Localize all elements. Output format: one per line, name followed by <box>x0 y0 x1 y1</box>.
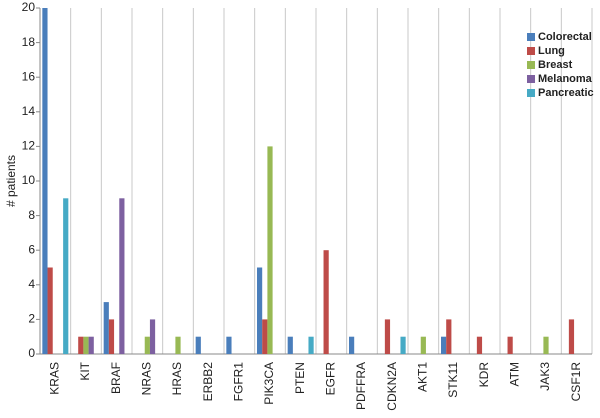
bar <box>149 319 156 354</box>
bar <box>400 336 406 354</box>
y-tick-label: 4 <box>28 277 35 291</box>
bar <box>257 267 263 354</box>
x-tick-label: KRAS <box>48 362 62 395</box>
bar <box>262 319 268 354</box>
bar <box>420 336 426 354</box>
bar <box>88 336 94 354</box>
x-tick-label: EGFR <box>324 362 338 396</box>
legend-label: Pancreatic <box>538 87 594 99</box>
y-tick-label: 14 <box>22 104 36 118</box>
legend-swatch <box>527 33 535 41</box>
bar <box>175 336 181 354</box>
bar <box>42 8 48 354</box>
legend-label: Lung <box>538 45 565 57</box>
bar <box>103 302 109 354</box>
bar <box>349 336 355 354</box>
bar <box>108 319 115 354</box>
y-tick-label: 12 <box>22 139 36 153</box>
bar <box>543 336 549 354</box>
x-tick-label: AKT1 <box>416 362 430 392</box>
x-tick-label: CSF1R <box>569 362 583 402</box>
x-tick-label: HRAS <box>170 362 184 395</box>
x-tick-label: KDR <box>477 362 491 388</box>
bar <box>78 336 84 354</box>
y-tick-label: 10 <box>22 173 36 187</box>
x-tick-label: KIT <box>78 361 92 380</box>
bar <box>119 198 125 354</box>
bar <box>323 250 329 354</box>
x-tick-label: CDKN2A <box>385 362 399 411</box>
legend-label: Colorectal <box>538 31 592 43</box>
x-tick-label: PIK3CA <box>262 362 276 405</box>
x-tick-label: NRAS <box>140 362 154 395</box>
bar <box>63 198 69 354</box>
legend-label: Melanoma <box>538 73 593 85</box>
x-tick-label: JAK3 <box>538 362 552 391</box>
bar <box>441 336 447 354</box>
x-tick-label: BRAF <box>109 362 123 394</box>
y-tick-label: 2 <box>28 312 35 326</box>
x-tick-label: STK11 <box>446 362 460 398</box>
bar <box>226 336 232 354</box>
x-tick-label: ATM <box>508 362 522 386</box>
bar <box>83 336 89 354</box>
y-tick-label: 20 <box>22 0 36 14</box>
x-tick-label: PDFFRA <box>354 362 368 410</box>
x-tick-label: FGFR1 <box>232 362 246 402</box>
x-tick-label: ERBB2 <box>201 362 215 402</box>
y-tick-label: 6 <box>28 242 35 256</box>
y-tick-label: 18 <box>22 35 36 49</box>
bar <box>308 336 314 354</box>
x-tick-label: PTEN <box>293 362 307 394</box>
legend-label: Breast <box>538 59 573 71</box>
legend-swatch <box>527 61 535 69</box>
bar <box>384 319 391 354</box>
bar <box>287 336 293 354</box>
bar <box>568 319 575 354</box>
legend-swatch <box>527 89 535 97</box>
bar <box>507 336 513 354</box>
y-tick-label: 16 <box>22 69 36 83</box>
y-axis-label: # patients <box>4 155 18 207</box>
legend-swatch <box>527 75 535 83</box>
legend-swatch <box>527 47 535 55</box>
bar <box>446 319 452 354</box>
bar <box>195 336 201 354</box>
bar <box>47 267 53 354</box>
y-tick-label: 0 <box>28 346 35 360</box>
y-tick-label: 8 <box>28 208 35 222</box>
bar <box>476 336 483 354</box>
bar <box>144 336 150 354</box>
bar <box>267 146 273 354</box>
